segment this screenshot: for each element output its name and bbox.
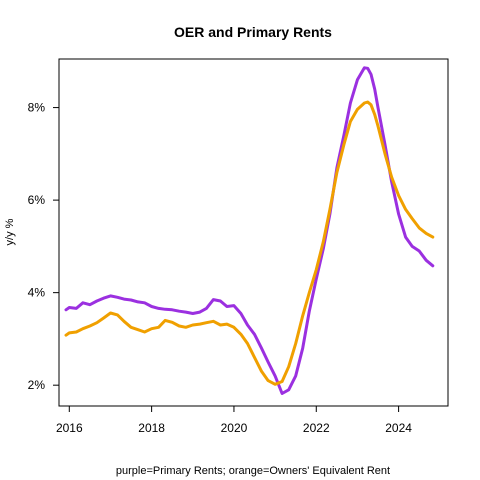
y-tick-label-0: 2% [28, 378, 46, 392]
series-layer [64, 66, 435, 395]
series-line-1 [64, 100, 435, 386]
x-tick-label-4: 2024 [385, 421, 412, 435]
y-tick-label-3: 8% [28, 101, 46, 115]
chart-title: OER and Primary Rents [174, 24, 332, 40]
x-axis: 2016 2018 2020 2022 2024 [56, 406, 412, 435]
x-tick-label-3: 2022 [303, 421, 330, 435]
plot-frame [58, 58, 449, 407]
y-axis: 2% 4% 6% 8% [28, 101, 59, 392]
y-tick-label-1: 4% [28, 286, 46, 300]
series-line-0 [64, 66, 435, 395]
x-tick-label-2: 2020 [221, 421, 248, 435]
y-tick-label-2: 6% [28, 193, 46, 207]
y-axis-label: y/y % [4, 218, 16, 245]
x-tick-label-1: 2018 [138, 421, 165, 435]
x-tick-label-0: 2016 [56, 421, 83, 435]
x-axis-label: purple=Primary Rents; orange=Owners' Equ… [116, 465, 390, 477]
